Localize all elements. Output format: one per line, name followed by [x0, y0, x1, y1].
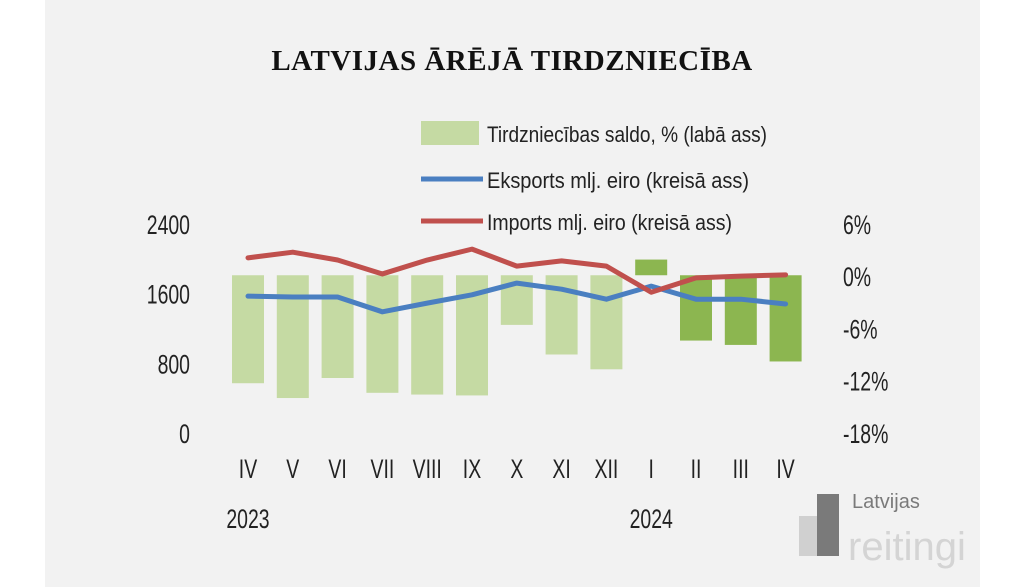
bar-saldo-9 — [635, 259, 668, 276]
logo-bar-light — [799, 516, 821, 556]
logo-line2: reitingi — [848, 525, 966, 569]
legend-swatch-saldo — [421, 121, 479, 145]
logo-bar-dark — [817, 494, 839, 556]
legend-label-saldo: Tirdzniecības saldo, % (labā ass) — [487, 122, 767, 147]
year-label: 2024 — [630, 504, 673, 534]
left-tick-label: 0 — [179, 419, 190, 449]
year-label: 2023 — [226, 504, 269, 534]
x-tick-label: IV — [776, 454, 795, 484]
x-tick-label: VI — [328, 454, 346, 484]
x-tick-label: XII — [595, 454, 619, 484]
left-tick-label: 2400 — [147, 210, 190, 240]
bar-saldo-2 — [321, 275, 354, 379]
bar-saldo-1 — [276, 275, 309, 399]
legend-label-imports: Imports mlj. eiro (kreisā ass) — [487, 210, 732, 235]
bar-saldo-0 — [232, 275, 264, 384]
legend-label-eksports: Eksports mlj. eiro (kreisā ass) — [487, 168, 749, 193]
x-tick-label: VIII — [413, 454, 442, 484]
x-tick-label: IV — [239, 454, 258, 484]
bar-saldo-3 — [366, 275, 399, 393]
x-tick-label: I — [648, 454, 653, 484]
right-tick-label: -6% — [843, 314, 878, 344]
bar-saldo-11 — [724, 275, 757, 345]
chart-title: LATVIJAS ĀRĒJĀ TIRDZNIECĪBA — [271, 45, 752, 77]
legend: Tirdzniecības saldo, % (labā ass) Ekspor… — [421, 121, 767, 235]
x-tick-label: X — [510, 454, 523, 484]
bar-saldo-4 — [411, 275, 444, 395]
x-tick-label: III — [733, 454, 749, 484]
right-tick-label: -12% — [843, 367, 888, 397]
x-tick-label: XI — [552, 454, 570, 484]
left-tick-label: 800 — [158, 349, 190, 379]
right-tick-label: -18% — [843, 419, 888, 449]
bar-saldo-10 — [680, 275, 712, 341]
bar-saldo-8 — [590, 275, 623, 370]
x-tick-label: IX — [463, 454, 482, 484]
x-tick-label: V — [286, 454, 299, 484]
right-tick-label: 6% — [843, 210, 871, 240]
logo-line1: Latvijas — [852, 491, 920, 513]
left-tick-label: 1600 — [147, 280, 190, 310]
x-tick-label: II — [691, 454, 702, 484]
x-tick-label: VII — [371, 454, 395, 484]
bar-saldo-12 — [769, 275, 802, 362]
logo: Latvijas reitingi — [799, 491, 966, 569]
right-tick-label: 0% — [843, 262, 871, 292]
